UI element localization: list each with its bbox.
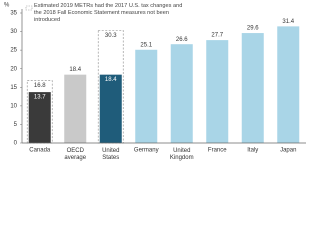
- value-label: 27.7: [211, 33, 223, 39]
- legend: Estimated 2019 METRs had the 2017 U.S. t…: [34, 3, 183, 23]
- x-tick-label: OECD average: [64, 148, 86, 161]
- value-label: 18.4: [69, 67, 81, 73]
- y-tick-label: 25: [10, 48, 17, 54]
- x-tick-label: France: [208, 148, 227, 154]
- y-tick-label: 30: [10, 29, 17, 35]
- value-label: 25.1: [140, 42, 152, 48]
- x-tick-label: United Kingdom: [170, 148, 194, 161]
- x-tick-label: United States: [102, 148, 119, 161]
- y-axis-label: %: [4, 3, 10, 9]
- bar: [170, 44, 193, 144]
- value-label: 13.7: [34, 95, 46, 101]
- bar: [241, 33, 264, 143]
- bar: [28, 92, 51, 143]
- bar: [135, 49, 158, 144]
- y-tick-label: 5: [14, 122, 18, 128]
- x-tick-label: Japan: [280, 148, 296, 154]
- bar: [64, 74, 87, 143]
- bar: [99, 74, 122, 143]
- y-tick-label: 35: [10, 11, 17, 17]
- y-tick-label: 20: [10, 66, 17, 72]
- value-label: 18.4: [105, 77, 117, 83]
- y-tick-label: 0: [14, 141, 18, 147]
- y-tick-label: 10: [10, 103, 17, 109]
- x-tick-label: Italy: [247, 148, 258, 154]
- value-label: 29.6: [247, 26, 259, 32]
- value-label: 16.8: [34, 83, 46, 89]
- chart: % 0 5 10 15 20 25 30 35 16.8 30.3 13.7 18.4 18.4 25.1…: [4, 3, 306, 161]
- y-tick-label: 15: [10, 85, 17, 91]
- bar: [206, 40, 229, 143]
- bar: [277, 26, 300, 143]
- value-label: 30.3: [105, 33, 117, 39]
- x-tick-label: Germany: [134, 148, 159, 154]
- x-tick-label: Canada: [29, 148, 51, 154]
- value-label: 26.6: [176, 37, 188, 43]
- value-label: 31.4: [282, 19, 294, 25]
- legend-text: Estimated 2019 METRs had the 2017 U.S. t…: [34, 3, 183, 23]
- legend-swatch: [25, 5, 33, 11]
